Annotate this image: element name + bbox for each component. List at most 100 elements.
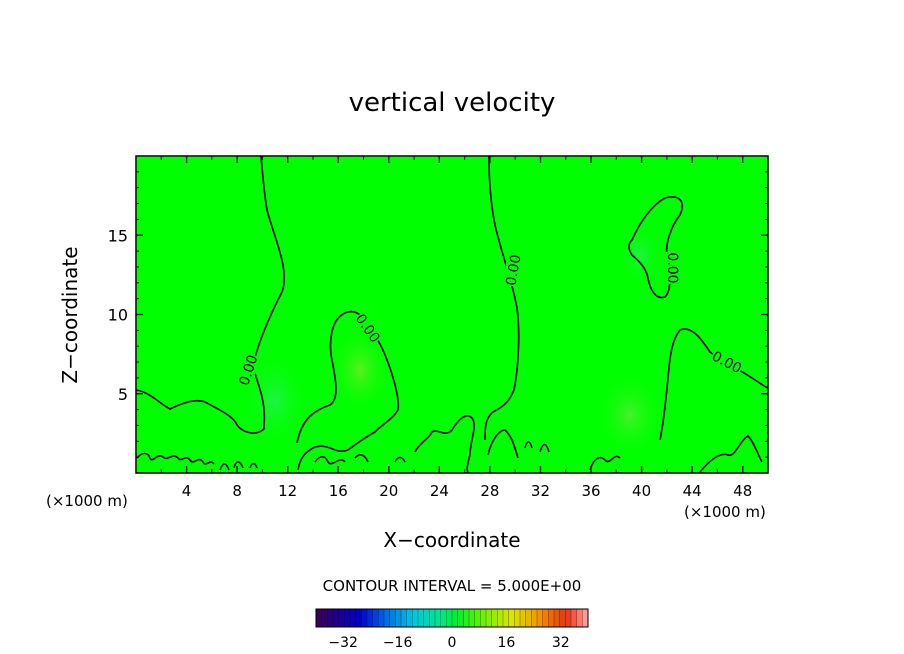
colorbar-swatch [423,609,430,627]
contour-line [136,452,258,471]
x-tick-label: 48 [733,482,752,500]
field-shade-patch [240,350,310,450]
colorbar-swatch [559,609,566,627]
colorbar-swatch [520,609,527,627]
contour-line [484,155,520,441]
contour-label-bg [352,310,384,346]
colorbar-tick-label: 32 [552,635,570,651]
colorbar-swatch [474,609,481,627]
colorbar-tick-label: 0 [448,635,457,651]
x-tick-label: 8 [232,482,242,500]
colorbar-frame [315,608,589,628]
colorbar-swatch [571,609,578,627]
colorbar-tick-label: 16 [497,635,515,651]
colorbar-swatch [338,609,345,627]
contour-line [414,415,476,473]
x-tick-label: 28 [480,482,499,500]
contour-line [296,310,400,471]
contour-line [659,328,769,441]
x-unit-label-left: (×1000 m) [46,492,128,510]
contour-line [314,453,406,465]
colorbar-swatch [457,609,464,627]
contour-label-bg [502,252,524,288]
y-tick-label: 5 [118,385,128,404]
colorbar-swatch [395,609,402,627]
colorbar-swatch [508,609,515,627]
colorbar-swatch [401,609,408,627]
colorbar-swatch [531,609,538,627]
x-axis-ticks: 4 8 12 16 20 24 28 32 36 40 44 48 [160,156,752,500]
colorbar-swatch [446,609,453,627]
contour-label: 0.00 [664,252,680,283]
colorbar-swatch [480,609,487,627]
x-tick-label: 32 [531,482,550,500]
colorbar [315,608,589,628]
colorbar-swatch [429,609,436,627]
colorbar-swatch [452,609,459,627]
colorbar-swatch [542,609,549,627]
colorbar-swatch [503,609,510,627]
colorbar-swatch [582,609,589,627]
colorbar-swatch [316,609,323,627]
colorbar-swatch [350,609,357,627]
y-tick-label: 15 [108,226,128,245]
colorbar-swatch [327,609,334,627]
colorbar-tick-label: −32 [328,635,358,651]
colorbar-tick-label: −16 [383,635,413,651]
colorbar-swatch [412,609,419,627]
colorbar-swatch [378,609,385,627]
colorbar-swatch [361,609,368,627]
colorbar-swatch [497,609,504,627]
colorbar-swatch [486,609,493,627]
x-tick-label: 40 [632,482,651,500]
x-tick-label: 36 [581,482,600,500]
x-tick-label: 24 [430,482,449,500]
colorbar-swatch [321,609,328,627]
colorbar-swatch [514,609,521,627]
y-axis-ticks: 5 10 15 [108,171,768,458]
x-tick-label: 12 [278,482,297,500]
colorbar-swatch [440,609,447,627]
x-tick-label: 44 [683,482,702,500]
contour-label-bg [235,352,261,388]
contour-label-bg [665,252,681,284]
field-shade-patch [595,370,665,460]
colorbar-swatch [576,609,583,627]
colorbar-swatch [367,609,374,627]
x-unit-label-right: (×1000 m) [684,503,766,521]
colorbar-swatch [463,609,470,627]
chart-title: vertical velocity [348,88,556,118]
colorbar-swatch [491,609,498,627]
x-tick-label: 20 [379,482,398,500]
contour-label-bg [709,347,745,377]
x-axis-label: X−coordinate [383,528,521,552]
x-tick-label: 16 [329,482,348,500]
colorbar-swatch [355,609,362,627]
contour-line [135,155,286,434]
colorbar-swatch [418,609,425,627]
y-tick-label: 10 [108,306,128,325]
colorbar-swatch [406,609,413,627]
contour-line [589,435,763,473]
x-tick-label: 4 [182,482,192,500]
colorbar-swatch [344,609,351,627]
colorbar-swatch [372,609,379,627]
field-shade-patch [618,225,662,285]
colorbar-swatch [389,609,396,627]
colorbar-swatch [537,609,544,627]
zero-contours [135,155,769,473]
field-shading [240,225,665,460]
colorbar-ticks: −32 −16 0 16 32 [328,635,569,651]
colorbar-swatch [435,609,442,627]
contour-interval-text: CONTOUR INTERVAL = 5.000E+00 [322,577,582,595]
colorbar-swatch [554,609,561,627]
colorbar-swatch [333,609,340,627]
colorbar-swatch [548,609,555,627]
colorbar-swatch [384,609,391,627]
colorbar-swatch [469,609,476,627]
field-shade-patch [328,325,392,415]
colorbar-swatch [525,609,532,627]
colorbar-swatch [565,609,572,627]
